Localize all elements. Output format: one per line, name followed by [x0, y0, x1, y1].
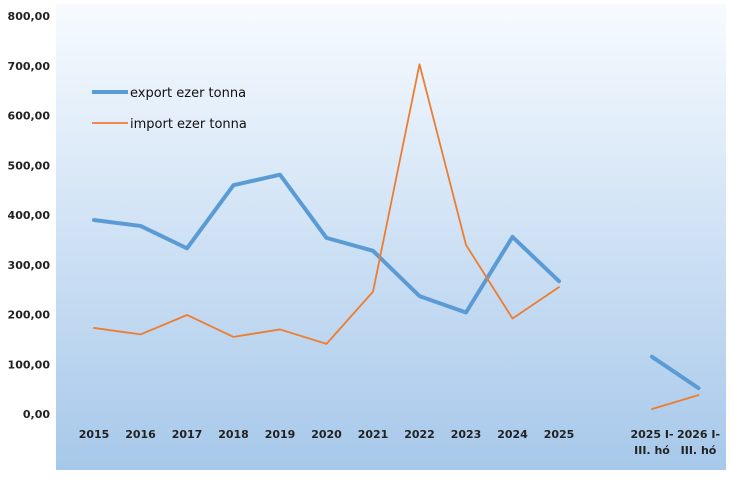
x-tick-label: 2016 [125, 428, 156, 441]
x-tick-label: 2017 [172, 428, 203, 441]
series-line-import [93, 63, 560, 345]
y-tick-label: 200,00 [8, 309, 51, 322]
y-tick-label: 0,00 [23, 408, 50, 421]
series-line-export [650, 354, 701, 391]
y-axis: 0,00 100,00 200,00 300,00 400,00 500,00 600,00… [8, 10, 51, 421]
y-tick-label: 500,00 [8, 159, 51, 172]
x-tick-label: 2018 [218, 428, 249, 441]
y-tick-label: 700,00 [8, 60, 51, 73]
plot-background [56, 4, 726, 470]
series-line-import [651, 394, 700, 410]
legend-label: export ezer tonna [130, 86, 246, 101]
x-tick-label: 2022 [404, 428, 435, 441]
series-line-export [92, 172, 561, 315]
y-tick-label: 800,00 [8, 10, 51, 23]
y-tick-label: 300,00 [8, 259, 51, 272]
x-tick-label: 2024 [497, 428, 528, 441]
y-tick-label: 400,00 [8, 209, 51, 222]
x-tick-label: 2021 [358, 428, 389, 441]
legend: export ezer tonna import ezer tonna [92, 86, 247, 132]
series-layer [92, 63, 701, 410]
x-tick-label: 2019 [265, 428, 296, 441]
x-tick-label: 2026 I-III. hó [677, 428, 720, 457]
y-tick-label: 100,00 [8, 358, 51, 371]
x-axis: 2015 2016 2017 2018 2019 2020 2021 2022 2023 2024… [79, 428, 720, 457]
x-tick-label: 2025 [544, 428, 575, 441]
x-tick-label: 2025 I-III. hó [630, 428, 673, 457]
legend-label: import ezer tonna [130, 117, 247, 132]
x-tick-label: 2015 [79, 428, 110, 441]
x-tick-label: 2020 [311, 428, 342, 441]
y-tick-label: 600,00 [8, 110, 51, 123]
x-tick-label: 2023 [451, 428, 482, 441]
